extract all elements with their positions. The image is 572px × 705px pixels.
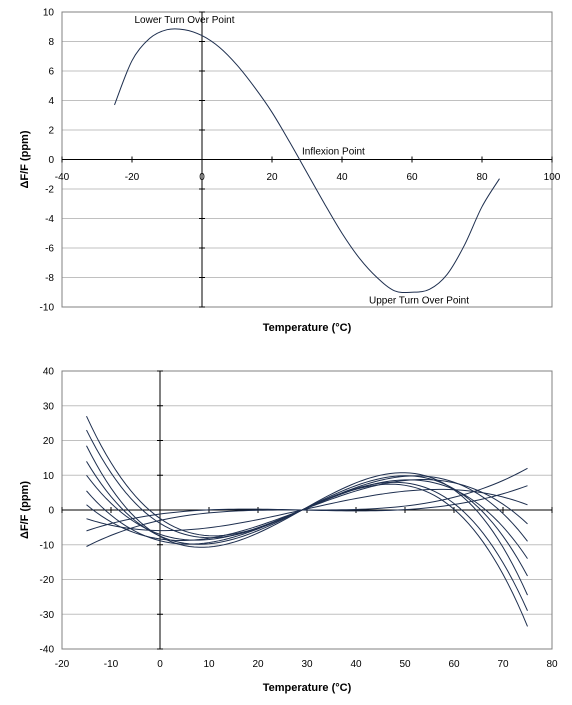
x-tick-label: 80 — [476, 172, 488, 183]
chart-top: -40 -20 0 20 40 60 80 100-10-8-6-4-20246810Temp… — [19, 8, 561, 335]
chart-bottom: -20 -10 0 10 20 30 40 50 60 70 80 -40 -30 -20 -10 0 10 20… — [19, 367, 558, 695]
x-tick-label: 0 — [157, 659, 163, 670]
x-tick-label: 40 — [350, 659, 362, 670]
x-tick-label: 80 — [546, 659, 558, 670]
y-tick-label: 0 — [48, 506, 54, 517]
y-tick-label: 10 — [43, 8, 55, 19]
y-tick-label: -6 — [45, 244, 54, 255]
y-tick-label: -30 — [40, 610, 55, 621]
y-tick-label: 20 — [43, 436, 55, 447]
y-tick-label: 0 — [48, 155, 54, 166]
series-line-5 — [86, 474, 528, 559]
y-axis-title: ΔF/F (ppm) — [19, 481, 31, 539]
x-tick-label: 60 — [448, 659, 460, 670]
series-line-10 — [86, 467, 528, 547]
y-tick-label: 10 — [43, 471, 55, 482]
series-line — [114, 28, 500, 294]
x-tick-label: 50 — [399, 659, 411, 670]
y-tick-label: 2 — [48, 126, 54, 137]
y-tick-label: -2 — [45, 185, 54, 196]
x-tick-label: -20 — [55, 659, 70, 670]
x-tick-label: -10 — [104, 659, 119, 670]
x-tick-label: 40 — [336, 172, 348, 183]
series-line-7 — [86, 479, 528, 541]
x-tick-label: 0 — [199, 172, 205, 183]
y-tick-label: 30 — [43, 401, 55, 412]
series-line-1 — [86, 415, 528, 627]
y-tick-label: -40 — [40, 645, 55, 656]
y-tick-label: -10 — [40, 540, 55, 551]
x-tick-label: 20 — [252, 659, 264, 670]
series-line-2 — [86, 429, 528, 611]
annotation-inflexion: Inflexion Point — [302, 147, 365, 158]
x-tick-label: 60 — [406, 172, 418, 183]
y-tick-label: 4 — [48, 96, 54, 107]
x-tick-label: 30 — [301, 659, 313, 670]
x-tick-label: 70 — [497, 659, 509, 670]
x-tick-label: 100 — [544, 172, 561, 183]
x-axis-title: Temperature (°C) — [263, 322, 352, 334]
y-tick-label: 40 — [43, 367, 55, 378]
y-tick-label: -8 — [45, 273, 54, 284]
y-tick-label: -20 — [40, 575, 55, 586]
series-line-3 — [86, 445, 528, 596]
x-tick-label: 20 — [266, 172, 278, 183]
x-axis-title: Temperature (°C) — [263, 682, 352, 694]
annotation-lower-turn-over: Lower Turn Over Point — [134, 15, 234, 26]
x-tick-label: -20 — [125, 172, 140, 183]
y-axis-title: ΔF/F (ppm) — [19, 130, 31, 188]
annotation-upper-turn-over: Upper Turn Over Point — [369, 295, 469, 306]
y-tick-label: 6 — [48, 67, 54, 78]
y-tick-label: 8 — [48, 37, 54, 48]
series-line-8 — [86, 488, 528, 532]
y-tick-label: -10 — [40, 303, 55, 314]
y-tick-label: -4 — [45, 214, 54, 225]
x-tick-label: 10 — [203, 659, 215, 670]
x-tick-label: -40 — [55, 172, 70, 183]
